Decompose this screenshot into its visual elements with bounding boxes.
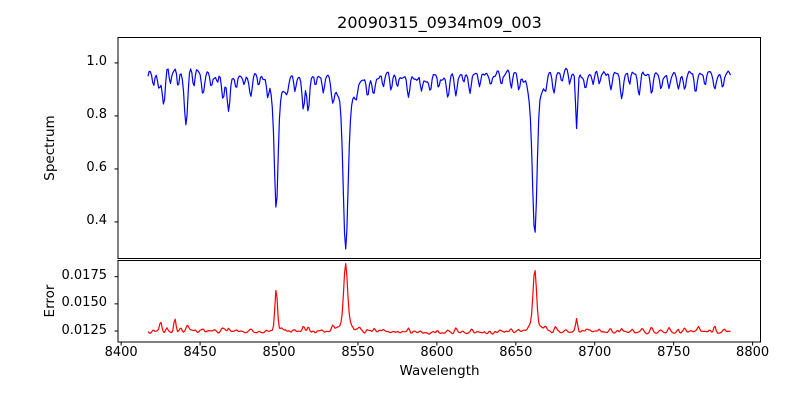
error-y-tick-label: 0.0175 [61, 268, 108, 284]
spectrum-axes-frame [117, 37, 761, 259]
x-tick-label: 8750 [657, 345, 691, 360]
x-tick-label: 8400 [104, 345, 138, 360]
error-curve [147, 262, 731, 335]
x-tick-label: 8450 [183, 345, 217, 360]
spectrum-y-tick-label: 0.8 [86, 107, 107, 123]
x-tick-label: 8500 [262, 345, 296, 360]
spectrum-curve [147, 67, 732, 250]
error-y-tick-label: 0.0125 [61, 322, 108, 338]
plot-title: 20090315_0934m09_003 [337, 13, 542, 32]
x-tick-label: 8600 [420, 345, 454, 360]
error-axes-frame [117, 260, 761, 343]
error-y-tick-label: 0.0150 [61, 295, 108, 311]
x-tick-label: 8800 [736, 345, 770, 360]
x-tick-label: 8700 [578, 345, 612, 360]
x-axis-label: Wavelength [399, 363, 480, 379]
x-tick-label: 8550 [341, 345, 375, 360]
spectrum-y-tick-label: 1.0 [86, 54, 107, 70]
spectrum-y-tick-label: 0.6 [86, 160, 107, 176]
x-tick-label: 8650 [499, 345, 533, 360]
spectrum-y-tick-label: 0.4 [86, 213, 107, 229]
